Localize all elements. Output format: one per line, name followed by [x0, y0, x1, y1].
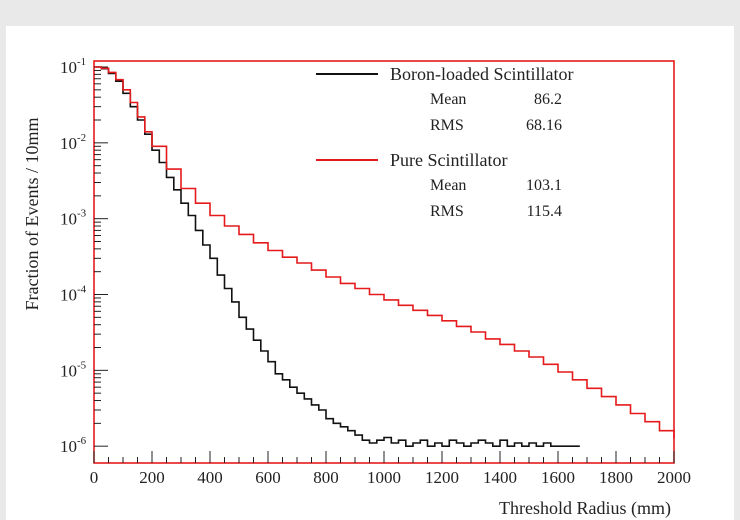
- y-tick-label: 10-3: [60, 208, 87, 229]
- stat-value: 115.4: [527, 203, 562, 220]
- y-tick-label: 10-4: [60, 284, 87, 305]
- y-tick-label: 10-5: [60, 359, 87, 380]
- stat-label: Mean: [430, 177, 466, 194]
- stat-value: 86.2: [534, 91, 562, 108]
- y-tick-label: 10-2: [60, 132, 86, 153]
- y-tick-exponent: -6: [77, 435, 87, 447]
- x-tick-label: 1600: [541, 468, 575, 487]
- x-tick-label: 200: [139, 468, 165, 487]
- stat-value: 103.1: [526, 177, 562, 194]
- x-tick-label: 1200: [425, 468, 459, 487]
- x-tick-label: 600: [255, 468, 281, 487]
- x-axis-label: Threshold Radius (mm): [499, 498, 671, 519]
- y-tick-exponent: -1: [77, 56, 86, 68]
- stat-label: RMS: [430, 117, 464, 134]
- legend-label-0: Boron-loaded Scintillator: [390, 64, 573, 84]
- x-tick-label: 800: [313, 468, 339, 487]
- x-tick-label: 2000: [657, 468, 691, 487]
- series-line-1: [95, 66, 675, 439]
- chart-frame: 0 200 400 600 800 1000 1200 1400 1600 1800 2000 10…: [6, 26, 734, 520]
- y-tick-exponent: -4: [77, 284, 87, 296]
- y-axis-label: Fraction of Events / 10mm: [22, 118, 42, 311]
- x-tick-group: 0 200 400 600 800 1000 1200 1400 1600 1800 2000: [90, 451, 691, 487]
- x-tick-label: 0: [90, 468, 99, 487]
- x-tick-label: 1800: [599, 468, 633, 487]
- stat-value: 68.16: [526, 117, 562, 134]
- y-tick-exponent: -5: [77, 359, 87, 371]
- stat-label: Mean: [430, 91, 466, 108]
- x-tick-label: 400: [197, 468, 223, 487]
- y-tick-label: 10-1: [60, 56, 86, 77]
- y-tick-exponent: -3: [77, 208, 87, 220]
- series-line-0: [95, 66, 580, 447]
- y-tick-exponent: -2: [77, 132, 86, 144]
- legend: Boron-loaded Scintillator Mean 86.2 RMS 68.1…: [316, 64, 573, 220]
- x-tick-label: 1400: [483, 468, 517, 487]
- series-group: [95, 66, 675, 447]
- x-tick-label: 1000: [367, 468, 401, 487]
- stat-label: RMS: [430, 203, 464, 220]
- plot-frame: [93, 60, 675, 464]
- y-tick-label: 10-6: [60, 435, 87, 456]
- chart-svg: 0 200 400 600 800 1000 1200 1400 1600 1800 2000 10…: [22, 56, 691, 519]
- legend-label-1: Pure Scintillator: [390, 150, 507, 170]
